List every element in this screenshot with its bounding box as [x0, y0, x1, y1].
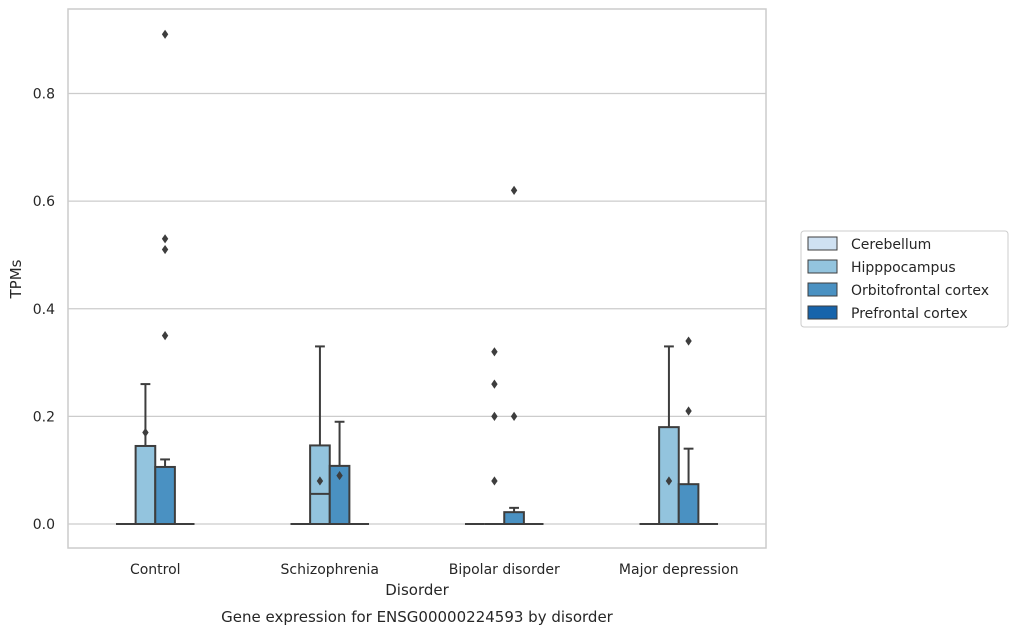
legend: Cerebellum Hipppocampus Orbitofrontal cort…	[800, 230, 1009, 328]
outlier-point	[161, 29, 169, 39]
x-tick-label: Major depression	[619, 562, 739, 578]
outlier-point	[665, 476, 673, 486]
outlier-point	[510, 411, 518, 421]
box-body	[658, 426, 680, 526]
legend-swatch	[807, 236, 838, 251]
outlier-point	[685, 406, 692, 416]
box-2-2	[503, 185, 525, 526]
y-tick-label: 0.4	[33, 302, 55, 318]
outlier-point	[510, 185, 518, 195]
legend-label: Cerebellum	[851, 237, 931, 253]
box-body	[134, 444, 157, 525]
outlier-point	[161, 331, 169, 341]
box-1-3	[658, 345, 680, 526]
box-body	[154, 465, 176, 525]
outlier-point	[336, 470, 343, 481]
plot-background	[68, 9, 766, 548]
x-axis-label: Disorder	[385, 581, 449, 599]
y-tick-label: 0.8	[33, 87, 55, 103]
y-tick-label: 0.2	[33, 409, 55, 425]
legend-swatch	[807, 282, 838, 297]
legend-frame	[800, 230, 1009, 328]
y-axis-label: TPMs	[7, 259, 25, 299]
outlier-point	[685, 336, 692, 346]
x-tick-label: Bipolar disorder	[449, 562, 560, 578]
box-body	[503, 511, 525, 526]
x-tick-label: Control	[130, 562, 181, 578]
x-tick-label: Schizophrenia	[281, 562, 379, 578]
outlier-point	[161, 234, 169, 244]
outlier-point	[491, 476, 498, 486]
legend-swatch	[807, 259, 838, 274]
outlier-point	[491, 411, 498, 421]
box-2-1	[328, 420, 351, 526]
x-tick-labels: Control Schizophrenia Bipolar disorder Majo…	[130, 562, 739, 578]
chart-caption: Gene expression for ENSG00000224593 by d…	[221, 608, 614, 626]
outlier-point	[491, 347, 498, 357]
outlier-point	[161, 244, 169, 255]
legend-label: Hipppocampus	[851, 260, 956, 276]
legend-label: Prefrontal cortex	[851, 306, 968, 322]
legend-label: Orbitofrontal cortex	[851, 283, 989, 299]
outlier-point	[316, 476, 324, 486]
legend-swatch	[807, 305, 838, 320]
y-tick-labels: 0.0 0.2 0.4 0.6 0.8	[33, 87, 55, 534]
box-2-0	[154, 29, 176, 525]
plot-frame	[67, 8, 767, 549]
box-1-2	[484, 347, 505, 525]
outlier-point	[491, 379, 498, 389]
boxes	[115, 29, 719, 526]
outlier-point	[142, 427, 149, 438]
box-2-3	[677, 336, 700, 525]
box-body	[677, 483, 700, 525]
y-tick-label: 0.0	[33, 517, 55, 533]
y-tick-label: 0.6	[33, 194, 55, 210]
